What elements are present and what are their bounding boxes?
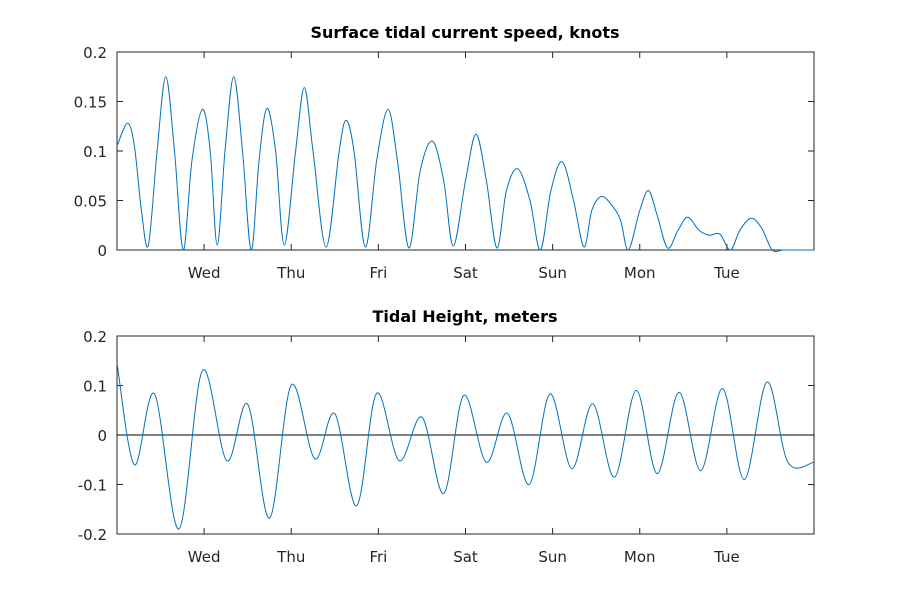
tidal-height-ytick-label: -0.1 [78,477,107,495]
tidal-height-xtick-label: Fri [369,548,387,566]
tidal-height-ytick-label: 0 [97,427,107,445]
current-speed-xtick-label: Tue [713,264,740,282]
current-speed-ytick-label: 0 [97,242,107,260]
current-speed-ytick-label: 0.1 [83,143,107,161]
current-speed-x-axis: Wed Thu Fri Sat Sun Mon Tue [188,52,740,282]
current-speed-axes-frame [116,51,815,251]
tidal-height-xtick-label: Sun [538,548,567,566]
tidal-height-series-line [116,363,815,530]
current-speed-xtick-label: Sat [453,264,478,282]
tidal-height-xtick-label: Wed [188,548,221,566]
current-speed-series-line [116,76,814,253]
current-speed-ytick-label: 0.15 [74,94,107,112]
current-speed-y-axis: 0 0.05 0.1 0.15 0.2 [74,44,814,260]
current-speed-xtick-label: Thu [276,264,305,282]
tidal-height-xtick-label: Thu [276,548,305,566]
current-speed-xtick-label: Mon [624,264,656,282]
current-speed-xtick-label: Sun [538,264,567,282]
current-speed-panel: Surface tidal current speed, knots 0 0.05… [74,23,815,282]
tidal-height-xtick-label: Tue [713,548,740,566]
tidal-height-x-axis: Wed Thu Fri Sat Sun Mon Tue [188,336,740,566]
tidal-height-xtick-label: Mon [624,548,656,566]
tidal-height-ytick-label: -0.2 [78,526,107,544]
current-speed-ytick-label: 0.05 [74,193,107,211]
tidal-height-panel: Tidal Height, meters -0.2 -0.1 0 0.1 0.2 Wed… [78,307,815,566]
tidal-height-y-axis: -0.2 -0.1 0 0.1 0.2 [78,328,814,544]
tidal-height-ytick-label: 0.2 [83,328,107,346]
current-speed-ytick-label: 0.2 [83,44,107,62]
tidal-height-xtick-label: Sat [453,548,478,566]
tidal-height-ytick-label: 0.1 [83,378,107,396]
current-speed-xtick-label: Fri [369,264,387,282]
tidal-height-title: Tidal Height, meters [372,307,557,326]
current-speed-xtick-label: Wed [188,264,221,282]
current-speed-title: Surface tidal current speed, knots [311,23,620,42]
